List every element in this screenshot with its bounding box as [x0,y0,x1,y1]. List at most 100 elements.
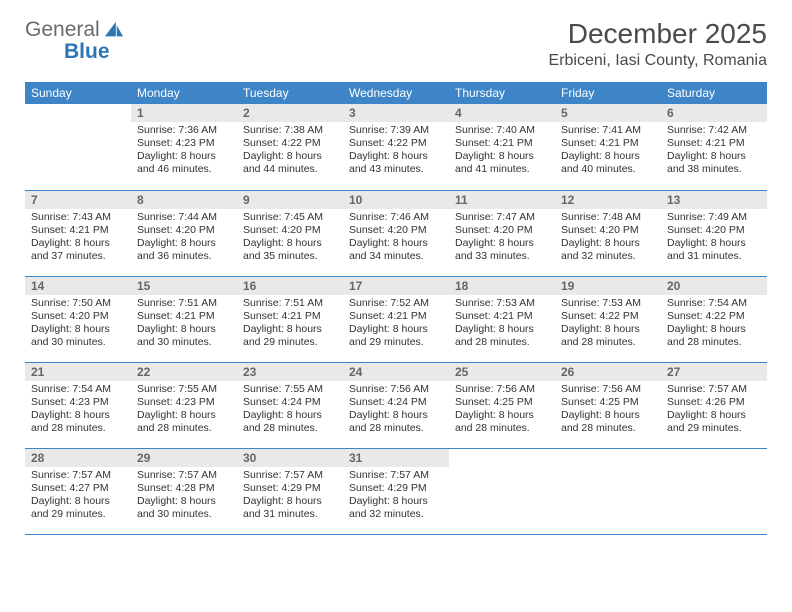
calendar-cell [555,448,661,534]
day-number: 13 [661,191,767,209]
sail-icon [103,20,125,40]
daylight-text: Daylight: 8 hours and 28 minutes. [31,409,125,435]
day-details: Sunrise: 7:57 AMSunset: 4:29 PMDaylight:… [237,467,343,526]
day-number: 2 [237,104,343,122]
weekday-header: Saturday [661,82,767,104]
calendar-row: 28Sunrise: 7:57 AMSunset: 4:27 PMDayligh… [25,448,767,534]
sunset-text: Sunset: 4:21 PM [31,224,125,237]
sunrise-text: Sunrise: 7:47 AM [455,211,549,224]
day-details: Sunrise: 7:51 AMSunset: 4:21 PMDaylight:… [131,295,237,354]
calendar-cell: 24Sunrise: 7:56 AMSunset: 4:24 PMDayligh… [343,362,449,448]
weekday-header: Sunday [25,82,131,104]
calendar-cell: 31Sunrise: 7:57 AMSunset: 4:29 PMDayligh… [343,448,449,534]
calendar-cell: 30Sunrise: 7:57 AMSunset: 4:29 PMDayligh… [237,448,343,534]
day-details: Sunrise: 7:45 AMSunset: 4:20 PMDaylight:… [237,209,343,268]
calendar-cell: 2Sunrise: 7:38 AMSunset: 4:22 PMDaylight… [237,104,343,190]
day-number: 19 [555,277,661,295]
day-number [661,449,767,453]
weekday-header: Friday [555,82,661,104]
sunset-text: Sunset: 4:25 PM [561,396,655,409]
sunset-text: Sunset: 4:20 PM [667,224,761,237]
daylight-text: Daylight: 8 hours and 46 minutes. [137,150,231,176]
weekday-header: Tuesday [237,82,343,104]
sunset-text: Sunset: 4:23 PM [137,137,231,150]
daylight-text: Daylight: 8 hours and 29 minutes. [667,409,761,435]
daylight-text: Daylight: 8 hours and 29 minutes. [31,495,125,521]
daylight-text: Daylight: 8 hours and 31 minutes. [243,495,337,521]
day-details: Sunrise: 7:57 AMSunset: 4:29 PMDaylight:… [343,467,449,526]
day-details: Sunrise: 7:57 AMSunset: 4:27 PMDaylight:… [25,467,131,526]
month-title: December 2025 [549,18,767,50]
calendar-cell: 12Sunrise: 7:48 AMSunset: 4:20 PMDayligh… [555,190,661,276]
day-number: 3 [343,104,449,122]
sunset-text: Sunset: 4:22 PM [349,137,443,150]
logo-word-2: Blue [64,40,110,64]
calendar-cell: 21Sunrise: 7:54 AMSunset: 4:23 PMDayligh… [25,362,131,448]
sunset-text: Sunset: 4:20 PM [455,224,549,237]
calendar-cell: 19Sunrise: 7:53 AMSunset: 4:22 PMDayligh… [555,276,661,362]
calendar-row: 14Sunrise: 7:50 AMSunset: 4:20 PMDayligh… [25,276,767,362]
day-details: Sunrise: 7:57 AMSunset: 4:26 PMDaylight:… [661,381,767,440]
calendar-cell: 26Sunrise: 7:56 AMSunset: 4:25 PMDayligh… [555,362,661,448]
day-details: Sunrise: 7:43 AMSunset: 4:21 PMDaylight:… [25,209,131,268]
sunrise-text: Sunrise: 7:56 AM [455,383,549,396]
sunrise-text: Sunrise: 7:41 AM [561,124,655,137]
page: General December 2025 Erbiceni, Iasi Cou… [0,0,792,560]
day-details: Sunrise: 7:53 AMSunset: 4:22 PMDaylight:… [555,295,661,354]
weekday-header: Wednesday [343,82,449,104]
title-block: December 2025 Erbiceni, Iasi County, Rom… [549,18,767,70]
calendar-cell: 28Sunrise: 7:57 AMSunset: 4:27 PMDayligh… [25,448,131,534]
daylight-text: Daylight: 8 hours and 36 minutes. [137,237,231,263]
sunset-text: Sunset: 4:28 PM [137,482,231,495]
calendar-cell: 17Sunrise: 7:52 AMSunset: 4:21 PMDayligh… [343,276,449,362]
calendar-cell: 9Sunrise: 7:45 AMSunset: 4:20 PMDaylight… [237,190,343,276]
day-details: Sunrise: 7:55 AMSunset: 4:24 PMDaylight:… [237,381,343,440]
day-details: Sunrise: 7:52 AMSunset: 4:21 PMDaylight:… [343,295,449,354]
sunset-text: Sunset: 4:20 PM [243,224,337,237]
sunset-text: Sunset: 4:21 PM [137,310,231,323]
day-details: Sunrise: 7:46 AMSunset: 4:20 PMDaylight:… [343,209,449,268]
calendar-row: 7Sunrise: 7:43 AMSunset: 4:21 PMDaylight… [25,190,767,276]
daylight-text: Daylight: 8 hours and 37 minutes. [31,237,125,263]
daylight-text: Daylight: 8 hours and 30 minutes. [137,495,231,521]
sunrise-text: Sunrise: 7:39 AM [349,124,443,137]
day-number: 8 [131,191,237,209]
sunset-text: Sunset: 4:22 PM [561,310,655,323]
daylight-text: Daylight: 8 hours and 33 minutes. [455,237,549,263]
daylight-text: Daylight: 8 hours and 28 minutes. [349,409,443,435]
calendar-cell: 15Sunrise: 7:51 AMSunset: 4:21 PMDayligh… [131,276,237,362]
daylight-text: Daylight: 8 hours and 28 minutes. [561,323,655,349]
daylight-text: Daylight: 8 hours and 32 minutes. [561,237,655,263]
sunset-text: Sunset: 4:27 PM [31,482,125,495]
calendar-cell: 22Sunrise: 7:55 AMSunset: 4:23 PMDayligh… [131,362,237,448]
day-details: Sunrise: 7:54 AMSunset: 4:22 PMDaylight:… [661,295,767,354]
sunset-text: Sunset: 4:25 PM [455,396,549,409]
calendar-cell: 14Sunrise: 7:50 AMSunset: 4:20 PMDayligh… [25,276,131,362]
calendar-cell: 18Sunrise: 7:53 AMSunset: 4:21 PMDayligh… [449,276,555,362]
daylight-text: Daylight: 8 hours and 28 minutes. [137,409,231,435]
sunset-text: Sunset: 4:22 PM [667,310,761,323]
day-details: Sunrise: 7:47 AMSunset: 4:20 PMDaylight:… [449,209,555,268]
sunset-text: Sunset: 4:21 PM [561,137,655,150]
day-number: 7 [25,191,131,209]
daylight-text: Daylight: 8 hours and 30 minutes. [137,323,231,349]
day-details: Sunrise: 7:56 AMSunset: 4:24 PMDaylight:… [343,381,449,440]
daylight-text: Daylight: 8 hours and 30 minutes. [31,323,125,349]
daylight-text: Daylight: 8 hours and 40 minutes. [561,150,655,176]
sunrise-text: Sunrise: 7:38 AM [243,124,337,137]
calendar-cell: 10Sunrise: 7:46 AMSunset: 4:20 PMDayligh… [343,190,449,276]
daylight-text: Daylight: 8 hours and 44 minutes. [243,150,337,176]
sunrise-text: Sunrise: 7:52 AM [349,297,443,310]
day-details: Sunrise: 7:49 AMSunset: 4:20 PMDaylight:… [661,209,767,268]
day-details: Sunrise: 7:44 AMSunset: 4:20 PMDaylight:… [131,209,237,268]
day-number: 21 [25,363,131,381]
day-number: 30 [237,449,343,467]
daylight-text: Daylight: 8 hours and 38 minutes. [667,150,761,176]
day-number: 6 [661,104,767,122]
weekday-header: Thursday [449,82,555,104]
day-number: 4 [449,104,555,122]
sunset-text: Sunset: 4:23 PM [137,396,231,409]
day-number: 11 [449,191,555,209]
calendar-cell [449,448,555,534]
sunrise-text: Sunrise: 7:44 AM [137,211,231,224]
